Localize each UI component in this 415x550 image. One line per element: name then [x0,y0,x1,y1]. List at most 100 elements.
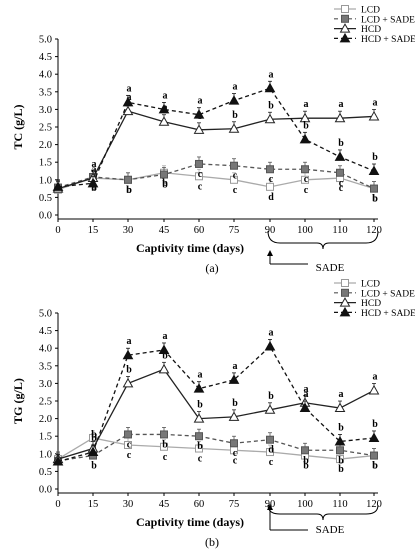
x-tick-label: 90 [265,225,276,236]
data-point [266,165,274,174]
significance-letter: a [304,99,309,110]
significance-letter: b [232,398,238,409]
x-tick-label: 15 [88,225,99,236]
series-line [57,87,375,188]
data-point [122,349,134,360]
data-point [193,413,205,423]
data-point [160,430,168,439]
data-point [228,411,240,421]
significance-letter: a [92,164,97,175]
significance-letter: d [268,192,274,203]
data-point [124,175,132,184]
legend-label: HCD [361,25,381,35]
legend-label: HCD + SADE [361,309,415,319]
significance-letter: b [162,180,168,191]
significance-letter: b [372,461,378,472]
significance-letter: b [162,178,168,189]
data-point [266,435,274,444]
series-line [57,110,375,190]
y-tick-label: 5.0 [39,309,52,320]
data-point [264,404,276,414]
x-tick-label: 0 [55,225,60,236]
significance-letter: a [269,69,274,80]
data-point [334,151,346,161]
significance-letter: c [339,183,344,194]
significance-letter: b [372,461,378,472]
significance-letter: b [126,364,132,375]
significance-letter: b [338,138,344,149]
data-point [336,168,344,177]
significance-letter: b [197,400,203,411]
significance-letter: b [268,100,274,111]
y-tick-label: 3.5 [39,87,52,98]
significance-letter: d [268,445,274,456]
data-point [158,103,170,114]
data-point [158,363,170,374]
significance-letter: a [269,327,274,338]
data-point [195,432,203,441]
significance-letter: a [198,370,203,381]
y-tick-label: 0.0 [39,211,52,222]
significance-letter: b [372,194,378,205]
data-point [87,177,99,188]
significance-letter: b [91,183,97,194]
significance-letter: c [339,178,344,189]
data-point [334,112,346,123]
significance-letter: c [269,174,274,185]
significance-letter: b [162,439,168,450]
significance-letter: c [127,439,132,450]
series-lcd: b bb c cdc cb [54,165,378,205]
significance-letter: c [163,452,168,463]
significance-letter: b [338,464,344,475]
data-point [124,430,132,439]
x-axis-label: Captivity time (days) [136,515,244,529]
x-tick-label: 75 [229,499,240,510]
data-point [193,109,205,119]
data-point [230,175,238,184]
y-axis-label: TC (g/L) [11,104,25,149]
data-point [299,402,311,413]
legend-entry: HCD [334,23,381,35]
significance-letter: b [303,120,309,131]
data-point [301,446,309,455]
data-point [266,448,274,457]
significance-letter: a [198,96,203,107]
y-tick-label: 1.0 [39,449,52,460]
y-tick-label: 1.5 [39,432,52,443]
y-tick-label: 4.5 [39,326,52,337]
data-point [193,124,205,134]
data-point [158,116,170,126]
y-tick-label: 3.0 [39,105,52,116]
data-point [230,161,238,170]
x-tick-label: 110 [332,225,347,236]
significance-letter: c [198,454,203,465]
significance-letter: b [268,391,274,402]
series-line [57,172,375,191]
significance-letter: b [338,455,344,466]
data-point [334,435,346,446]
significance-letter: a [233,361,238,372]
x-tick-label: 30 [123,499,134,510]
y-tick-label: 0.5 [39,193,52,204]
sade-bracket [267,230,379,250]
legend-entry: HCD [334,297,381,309]
data-point [193,383,205,393]
x-tick-label: 60 [194,225,205,236]
y-tick-label: 1.5 [39,158,52,169]
data-point [301,175,309,184]
legend-entry: LCD + SADE [334,14,415,25]
significance-letter: b [372,152,378,163]
x-tick-label: 120 [366,499,382,510]
significance-letter: c [233,455,238,466]
legend-label: HCD [361,299,381,309]
x-tick-label: 75 [229,225,240,236]
significance-letter: a [163,90,168,101]
x-tick-label: 45 [159,225,170,236]
data-point [301,165,309,174]
y-tick-label: 0.0 [39,485,52,496]
sade-label: SADE [316,524,345,536]
chart-panel-a: 0.0 0.5 1.0 1.5 2.0 2.5 3.0 3.5 4.0 4.5 5.0 0 15 30 45… [11,5,415,275]
significance-letter: c [233,171,238,182]
significance-letter: a [373,371,378,382]
